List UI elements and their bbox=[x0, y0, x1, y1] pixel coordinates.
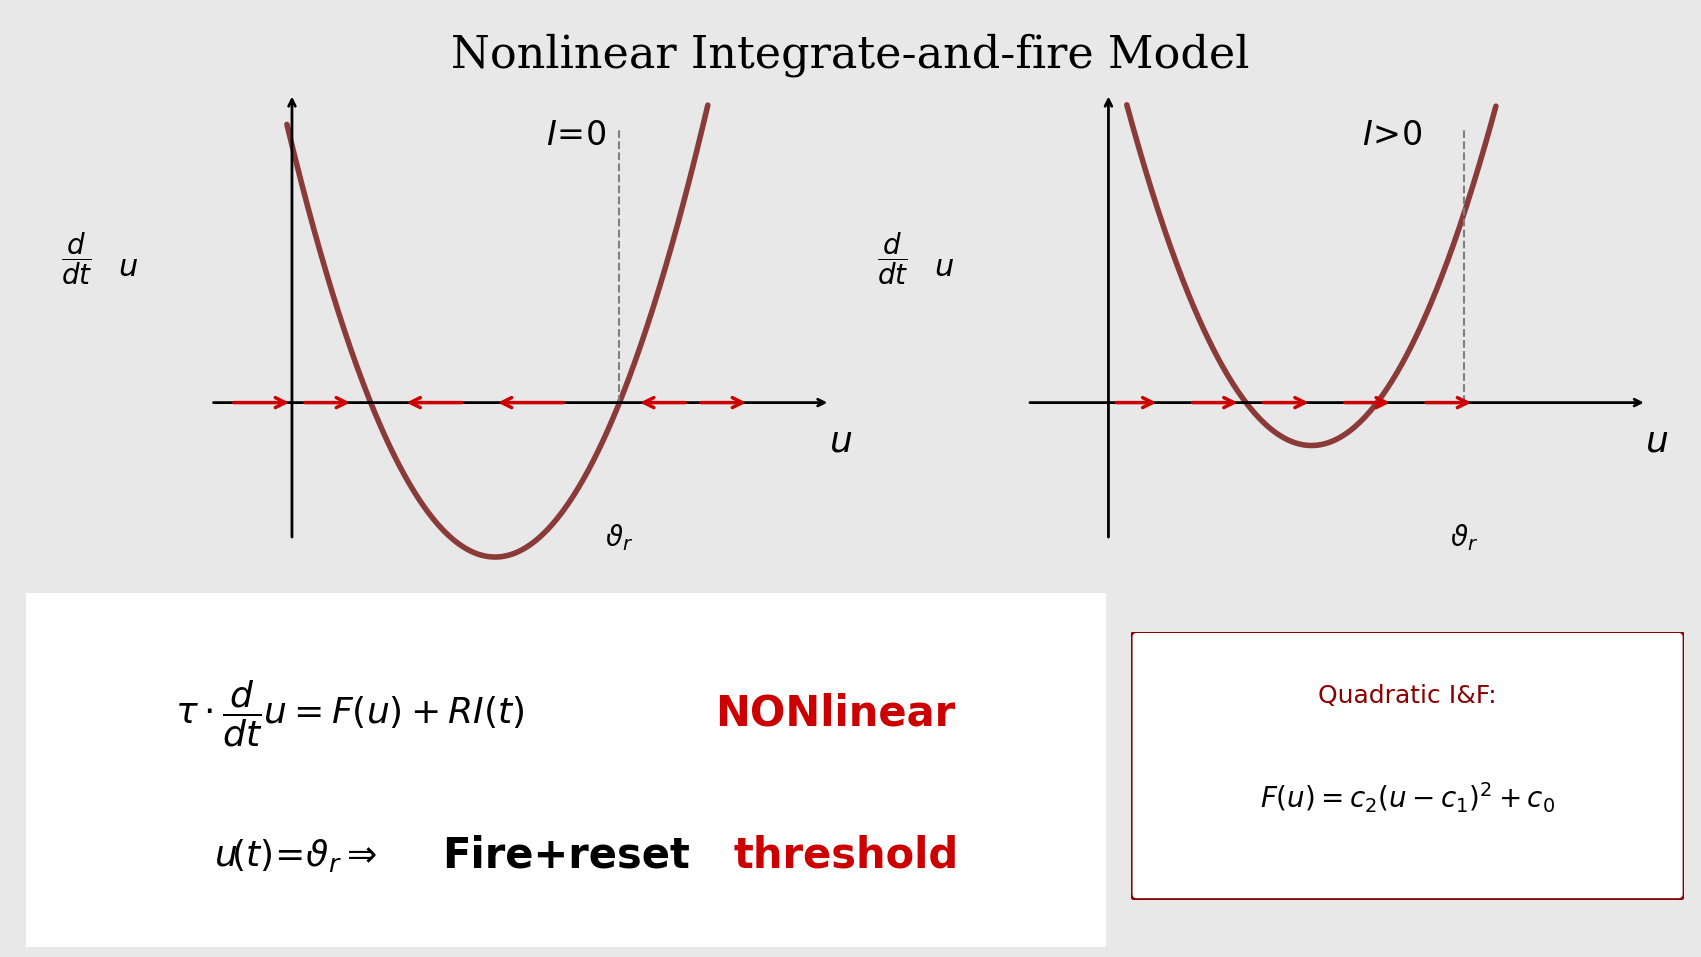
FancyBboxPatch shape bbox=[1131, 632, 1684, 900]
Text: NONlinear: NONlinear bbox=[716, 693, 956, 735]
Text: $I\!=\!0$: $I\!=\!0$ bbox=[546, 120, 607, 152]
Text: $\vartheta_r$: $\vartheta_r$ bbox=[1449, 522, 1478, 553]
Text: $F(u) = c_2(u-c_1)^2 + c_0$: $F(u) = c_2(u-c_1)^2 + c_0$ bbox=[1260, 780, 1555, 815]
Text: $u\!\left(t\right)\!=\! \vartheta_r \Rightarrow$: $u\!\left(t\right)\!=\! \vartheta_r \Rig… bbox=[214, 836, 378, 874]
Text: $\dfrac{d}{dt}$: $\dfrac{d}{dt}$ bbox=[61, 230, 92, 287]
Text: $I\!>\!0$: $I\!>\!0$ bbox=[1363, 120, 1424, 152]
Text: Fire+reset: Fire+reset bbox=[442, 835, 689, 877]
Text: $u$: $u$ bbox=[934, 254, 954, 282]
Text: $u$: $u$ bbox=[1645, 424, 1669, 458]
Text: $\vartheta_r$: $\vartheta_r$ bbox=[606, 522, 633, 553]
Text: threshold: threshold bbox=[733, 835, 959, 877]
Text: Quadratic I&F:: Quadratic I&F: bbox=[1318, 684, 1497, 708]
Text: $\tau \cdot \dfrac{d}{dt}u = F(u) + RI(t)$: $\tau \cdot \dfrac{d}{dt}u = F(u) + RI(t… bbox=[175, 679, 524, 749]
FancyBboxPatch shape bbox=[15, 589, 1116, 952]
Text: $\dfrac{d}{dt}$: $\dfrac{d}{dt}$ bbox=[878, 230, 908, 287]
Text: $u$: $u$ bbox=[828, 424, 852, 458]
Text: Nonlinear Integrate-and-fire Model: Nonlinear Integrate-and-fire Model bbox=[451, 33, 1250, 78]
Text: $u$: $u$ bbox=[117, 254, 138, 282]
